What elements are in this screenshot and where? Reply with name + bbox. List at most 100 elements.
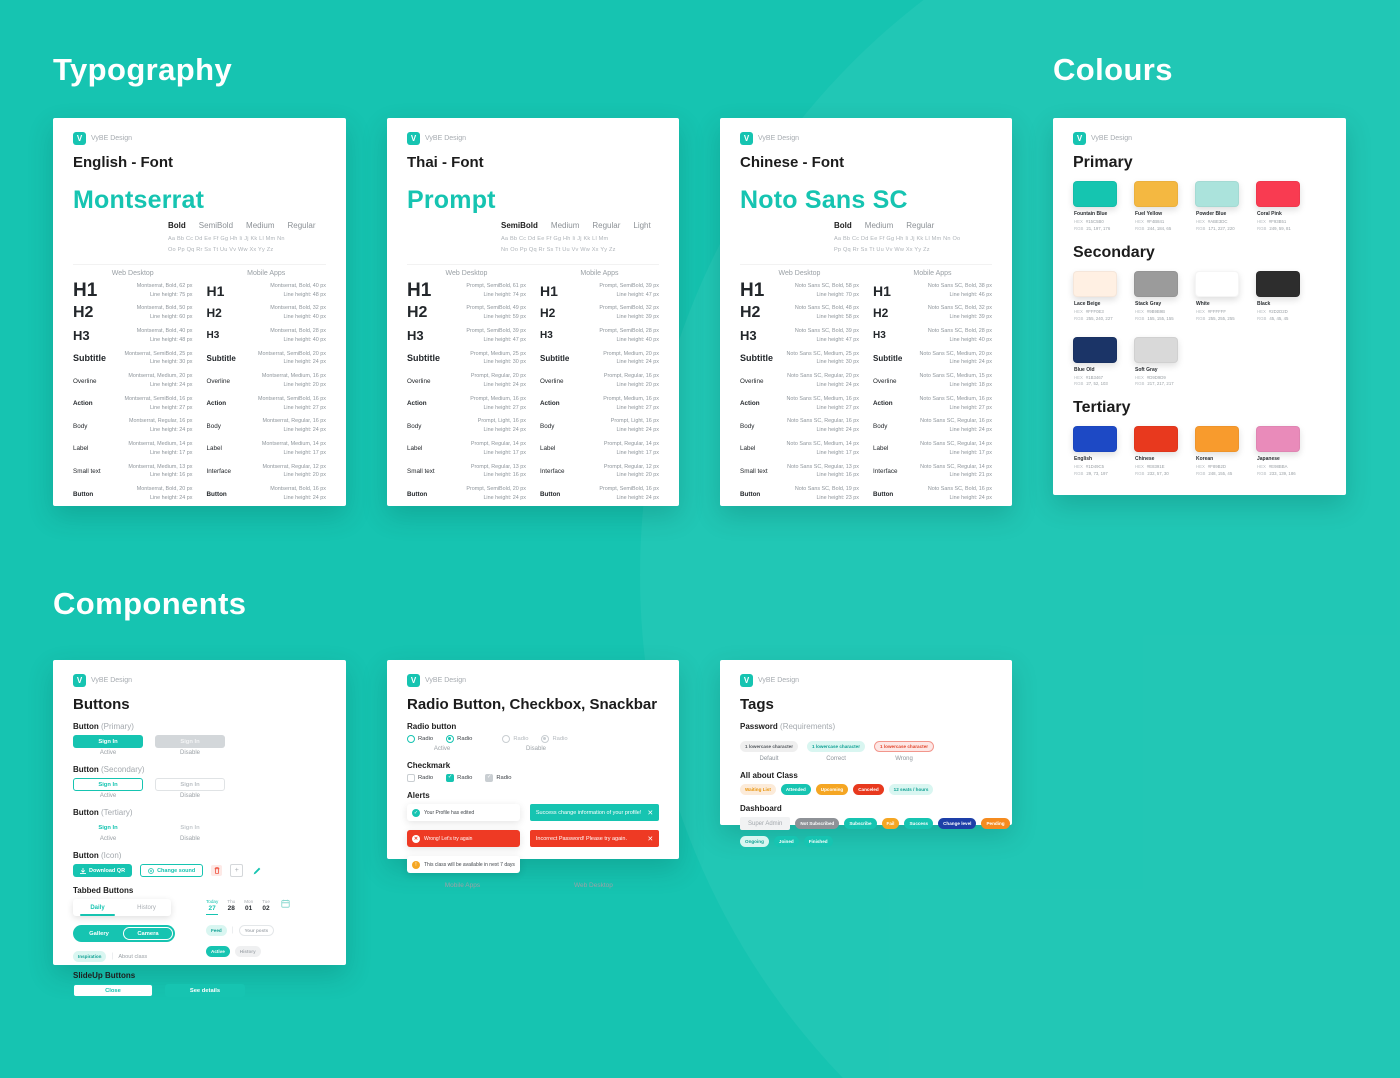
- spec-line-height: Line height: 24 px: [483, 382, 526, 389]
- download-qr-button[interactable]: Download QR: [73, 864, 133, 877]
- password-pill[interactable]: 1 lowercase character: [874, 741, 935, 752]
- sign-in-button-primary-active[interactable]: Sign In: [73, 735, 143, 748]
- edit-icon-button[interactable]: [251, 865, 262, 876]
- type-style-spec: Prompt, SemiBold, 61 px Line height: 74 p…: [466, 282, 526, 300]
- type-style-spec: Montserrat, Bold, 16 px Line height: 24 p…: [270, 485, 326, 503]
- tag-pill[interactable]: Canceled: [853, 784, 884, 795]
- sign-in-button-tertiary-active[interactable]: Sign In: [98, 824, 118, 831]
- type-style-label: Button: [740, 490, 761, 498]
- type-spec-row: Button Noto Sans SC, Bold, 19 px Line hei…: [740, 483, 859, 506]
- see-details-button[interactable]: See details: [165, 984, 245, 997]
- tab-history-pill[interactable]: History: [234, 946, 261, 957]
- tab-active[interactable]: Active: [206, 946, 230, 957]
- type-spec-row: Action Montserrat, SemiBold, 16 px Line h…: [207, 392, 327, 415]
- sign-in-button-primary-disabled[interactable]: Sign In: [155, 735, 225, 748]
- date-tab-number: 28: [227, 905, 235, 912]
- spec-font: Montserrat, SemiBold, 16 px: [124, 395, 193, 402]
- spec-font: Noto Sans SC, Medium, 15 px: [919, 373, 992, 380]
- spec-line-height: Line height: 39 px: [616, 314, 659, 321]
- close-icon[interactable]: ✕: [647, 835, 654, 843]
- checkbox-checked-disabled[interactable]: ✓ Radio: [485, 774, 512, 782]
- tab-your-posts[interactable]: Your posts: [238, 925, 275, 936]
- date-tab[interactable]: Today 27: [206, 899, 219, 915]
- hex-value: #FFFFFF: [1207, 308, 1226, 314]
- color-name: Soft Gray: [1135, 366, 1158, 373]
- spec-font: Prompt, Regular, 16 px: [603, 373, 659, 380]
- rgb-label: RGB: [1257, 315, 1267, 321]
- button-state-caption: Disable: [179, 836, 200, 842]
- tag-pill[interactable]: Subscribe: [844, 818, 877, 829]
- tab-daily[interactable]: Daily: [73, 899, 122, 916]
- tab-feed[interactable]: Feed: [206, 925, 227, 936]
- type-spec-row: Body Montserrat, Regular, 16 px Line heig…: [207, 415, 327, 438]
- sign-in-button-secondary-active[interactable]: Sign In: [73, 778, 143, 791]
- tag-pill[interactable]: Success: [904, 818, 934, 829]
- tab-inspiration[interactable]: Inspiration: [73, 951, 107, 962]
- toast-text: Wrong! Let's try again: [424, 835, 473, 842]
- typography-card-chinese: V VyBE Design Chinese - Font Noto Sans S…: [720, 118, 1012, 506]
- checkbox-icon: [407, 774, 415, 782]
- tag-pill[interactable]: Pending: [981, 818, 1010, 829]
- spec-font: Prompt, SemiBold, 49 px: [466, 305, 526, 312]
- radio-unchecked-active[interactable]: Radio: [407, 735, 433, 743]
- tag-pill[interactable]: Upcoming: [815, 784, 849, 795]
- hex-label: HEX: [1257, 308, 1266, 314]
- color-swatch: [1134, 336, 1178, 363]
- type-style-spec: Noto Sans SC, Medium, 16 px Line height: …: [919, 395, 992, 413]
- type-style-label: Small text: [740, 467, 768, 475]
- plus-circle-icon: [148, 867, 154, 874]
- spec-font: Montserrat, SemiBold, 20 px: [257, 350, 326, 357]
- checkbox-checked[interactable]: ✓ Radio: [446, 774, 473, 782]
- close-button[interactable]: Close: [73, 984, 153, 997]
- toggle-camera[interactable]: Camera: [123, 927, 173, 940]
- spec-line-height: Line height: 16 px: [816, 472, 859, 479]
- calendar-icon[interactable]: [281, 899, 290, 908]
- color-swatch-tile: Blue Old HEX #1B3467 RGB 27, 52, 103: [1073, 336, 1117, 390]
- delete-icon-button[interactable]: [211, 865, 223, 876]
- tag-pill[interactable]: Super Admin: [740, 817, 791, 830]
- color-swatch: [1134, 426, 1178, 453]
- tag-pill[interactable]: Finished: [803, 836, 833, 847]
- radio-unchecked-disabled[interactable]: Radio: [502, 735, 528, 743]
- type-style-label: Action: [407, 400, 427, 408]
- tag-pill[interactable]: Not Subscribed: [795, 818, 840, 829]
- dashboard-tags-row2: Ongoing Joined Finished: [740, 836, 992, 847]
- color-name: Korean: [1196, 456, 1214, 463]
- toggle-gallery[interactable]: Gallery: [89, 930, 109, 937]
- add-icon-button[interactable]: +: [230, 864, 244, 877]
- date-tabs: Today 27 Thu 28 Mon 01: [206, 899, 325, 916]
- tab-about-class[interactable]: About class: [118, 953, 148, 960]
- type-spec-row: Subtitle Noto Sans SC, Medium, 25 px Line…: [740, 347, 859, 370]
- radio-checked-active[interactable]: Radio: [446, 735, 472, 743]
- password-pill[interactable]: 1 lowercase character: [740, 741, 799, 752]
- close-icon[interactable]: ✕: [647, 809, 654, 817]
- date-tab[interactable]: Thu 28: [227, 899, 235, 915]
- checkbox-unchecked[interactable]: Radio: [407, 774, 433, 782]
- spec-font: Noto Sans SC, Medium, 25 px: [786, 350, 859, 357]
- change-sound-button[interactable]: Change sound: [140, 864, 204, 877]
- tag-pill[interactable]: 12 seats / hours: [888, 784, 934, 795]
- date-tab[interactable]: Mon 01: [244, 899, 253, 915]
- spec-line-height: Line height: 48 px: [149, 336, 193, 343]
- alerts-footers: Mobile Apps Web Desktop: [407, 882, 659, 889]
- tag-pill[interactable]: Attended: [780, 784, 811, 795]
- tertiary-buttons: Sign In Active Sign In Disable: [73, 821, 326, 843]
- spec-line-height: Line height: 27 px: [616, 404, 659, 411]
- sign-in-button-secondary-disabled[interactable]: Sign In: [155, 778, 225, 791]
- tag-pill[interactable]: Ongoing: [740, 836, 769, 847]
- sign-in-button-tertiary-disabled[interactable]: Sign In: [180, 824, 200, 831]
- date-tab[interactable]: Tue 02: [262, 899, 270, 915]
- web-desktop-column: Web Desktop H1 Prompt, SemiBold, 61 px Li…: [407, 270, 526, 505]
- tag-pill[interactable]: Change level: [938, 818, 977, 829]
- color-rgb: RGB 255, 255, 255: [1196, 316, 1238, 323]
- password-pill[interactable]: 1 lowercase character: [807, 741, 866, 752]
- tag-pill[interactable]: Joined: [773, 836, 799, 847]
- tag-pill[interactable]: Waiting List: [740, 784, 776, 795]
- tag-pill[interactable]: Fail: [881, 818, 900, 829]
- spec-line-height: Line height: 40 px: [283, 336, 326, 343]
- hex-label: HEX: [1196, 464, 1205, 470]
- color-swatch: [1073, 181, 1117, 207]
- radio-checked-disabled[interactable]: Radio: [541, 735, 568, 743]
- spec-line-height: Line height: 24 px: [283, 359, 326, 366]
- tab-history[interactable]: History: [137, 904, 156, 911]
